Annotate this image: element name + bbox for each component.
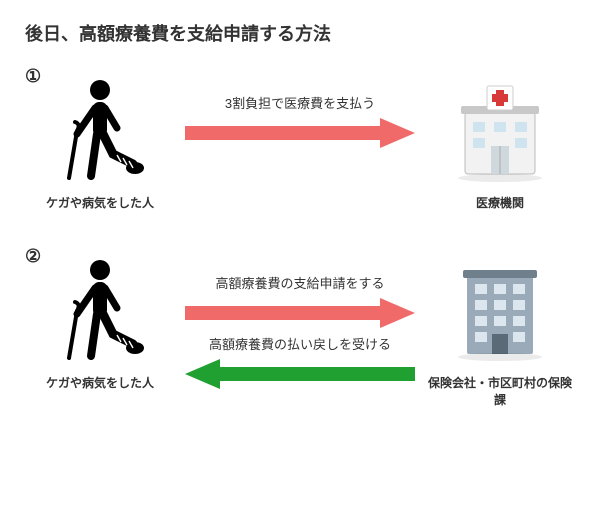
hospital-icon [445, 76, 555, 186]
arrow-right-icon [185, 298, 415, 328]
step-1-left-label: ケガや病気をした人 [46, 194, 154, 211]
step-1-arrow-0-caption: 3割負担で医療費を支払う [225, 93, 375, 112]
arrow-left-icon [185, 359, 415, 389]
step-1-number: ① [25, 66, 41, 87]
step-2-arrow-0-caption: 高額療養費の支給申請をする [215, 273, 384, 292]
step-2-arrow-1-caption: 高額療養費の払い戻しを受ける [209, 334, 391, 353]
step-1-right-label: 医療機関 [476, 194, 524, 211]
injured-person-icon [55, 76, 145, 186]
page-title: 後日、高額療養費を支給申請する方法 [25, 20, 575, 46]
step-1-left: ケガや病気をした人 [25, 76, 175, 211]
injured-person-icon [55, 256, 145, 366]
step-2-number: ② [25, 246, 41, 267]
step-2: ② ケガや病気をした人 [25, 246, 575, 408]
office-building-icon [445, 256, 555, 366]
step-2-right: 保険会社・市区町村の保険課 [425, 256, 575, 408]
step-2-left: ケガや病気をした人 [25, 256, 175, 391]
step-2-left-label: ケガや病気をした人 [46, 374, 154, 391]
step-2-arrows: 高額療養費の支給申請をする 高額療養費の払い戻しを受ける [175, 256, 425, 389]
step-1-arrows: 3割負担で医療費を支払う [175, 76, 425, 148]
step-2-right-label: 保険会社・市区町村の保険課 [425, 374, 575, 408]
arrow-right-icon [185, 118, 415, 148]
step-1: ① [25, 66, 575, 211]
step-1-right: 医療機関 [425, 76, 575, 211]
